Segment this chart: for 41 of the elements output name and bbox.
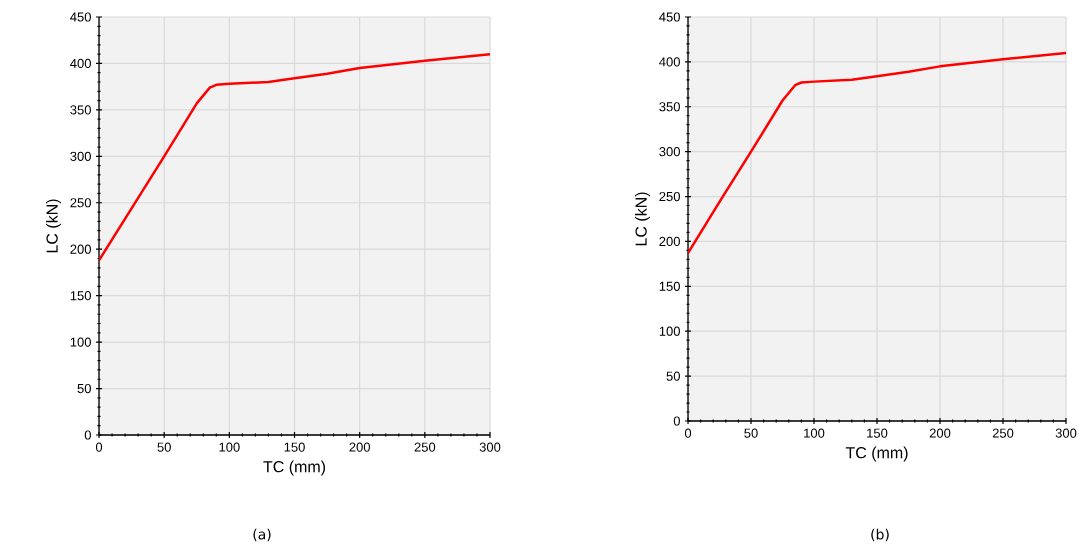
x-axis-title: TC (mm): [263, 460, 326, 476]
x-tick-label: 300: [479, 442, 501, 452]
y-tick-label: 200: [70, 244, 91, 254]
y-tick-label: 150: [659, 281, 680, 291]
x-tick-label: 0: [95, 442, 103, 452]
x-tick-label: 50: [744, 428, 758, 438]
x-tick-label: 200: [929, 428, 951, 438]
y-tick-label: 50: [77, 383, 91, 394]
x-tick-label: 300: [1055, 428, 1077, 438]
x-tick-label: 0: [684, 428, 692, 438]
y-tick-label: 300: [659, 147, 680, 157]
text: (b): [871, 528, 889, 542]
y-tick-label: 450: [659, 12, 680, 22]
line-series: [688, 51, 1067, 255]
x-tick-label: 150: [284, 442, 305, 452]
y-tick-label: 350: [659, 102, 680, 112]
y-tick-label: 300: [70, 151, 91, 161]
y-tick-label: 250: [659, 191, 680, 202]
y-tick-label: 250: [70, 198, 91, 208]
y-tick-label: 400: [659, 57, 680, 67]
y-tick-label: 200: [659, 236, 680, 247]
y-tick-label: 50: [666, 371, 680, 381]
x-tick-label: 50: [157, 442, 171, 452]
x-axis-title: TC (mm): [845, 446, 908, 462]
y-tick-label: 350: [70, 105, 91, 115]
x-tick-label: 250: [414, 442, 436, 452]
y-tick-label: 100: [659, 326, 680, 336]
y-tick-label: 150: [70, 291, 91, 301]
x-tick-label: 250: [992, 428, 1014, 438]
x-tick-label: 150: [867, 428, 888, 438]
y-tick-label: 400: [70, 58, 91, 69]
y-tick-label: 100: [70, 337, 91, 347]
text: (a): [253, 528, 271, 542]
y-tick-label: 0: [673, 416, 680, 426]
y-axis-title: LC (kN): [635, 192, 650, 246]
line-series: [99, 52, 491, 262]
x-tick-label: 100: [804, 428, 825, 438]
y-tick-label: 450: [70, 12, 91, 22]
y-axis-title: LC (kN): [46, 199, 61, 253]
x-tick-label: 100: [219, 442, 240, 452]
x-tick-label: 200: [349, 442, 370, 452]
